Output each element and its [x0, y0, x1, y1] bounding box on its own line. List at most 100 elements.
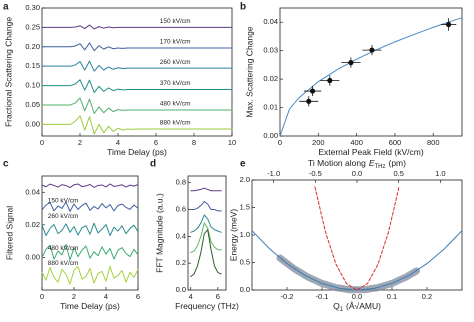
x-title-text: Frequency (THz): [175, 301, 239, 311]
y-tick-label: 0.04: [263, 17, 278, 26]
panel-label: c: [3, 159, 9, 170]
x-axis-title: External Peak Field (kV/cm): [318, 147, 424, 157]
x2-tick-label: 1.0: [435, 169, 445, 178]
series-label: 880 kV/cm: [160, 120, 191, 127]
series-line: [190, 187, 222, 192]
series-line: [41, 183, 139, 189]
x-tick-label: 0: [278, 138, 282, 147]
y-tick-label: 0.02: [25, 220, 40, 229]
x-tick-label: 10: [228, 138, 236, 147]
y-tick-label: 0.00: [263, 131, 278, 140]
series-line: [190, 200, 222, 212]
y-tick-label: 0.30: [25, 3, 40, 12]
y-tick-label: 0.0: [240, 285, 250, 294]
x-title-text: Time Delay (ps): [60, 301, 120, 311]
plot-frame: [279, 7, 463, 137]
x2-title-unit: (pm): [389, 158, 407, 168]
x-title-unit: (Å√AMU): [346, 301, 381, 311]
x-tick-label: 400: [350, 138, 363, 147]
y-tick-label: 0.10: [25, 81, 40, 90]
x2-tick-label: -0.5: [309, 169, 322, 178]
series-line: [41, 42, 233, 52]
y-tick-label: 0.20: [25, 42, 40, 51]
series-label: 880 kV/cm: [48, 260, 79, 267]
x-axis-title: Frequency (THz): [175, 301, 239, 311]
y-axis-title: Energy (meV): [228, 209, 238, 262]
y-tick-label: 0.8: [176, 178, 186, 187]
y-tick-label: 2.0: [240, 175, 250, 184]
x-tick-label: 600: [389, 138, 402, 147]
x2-title-sub: THz: [375, 164, 386, 170]
y-tick-label: 1.0: [240, 230, 250, 239]
series-line: [41, 60, 233, 72]
x-title-text: Q: [333, 301, 340, 311]
plot-frame: [41, 175, 139, 291]
series-line: [41, 97, 233, 114]
y-tick-label: 0.5: [240, 257, 250, 266]
series-line: [251, 230, 463, 291]
y-tick-label: 0.01: [263, 103, 278, 112]
panel-label: d: [150, 159, 156, 170]
point: [348, 60, 354, 66]
y-tick-label: 0.00: [25, 119, 40, 128]
x2-tick-label: 0.5: [393, 169, 403, 178]
x-tick-label: 4: [104, 292, 108, 301]
x2-title-text: Ti Motion along: [308, 158, 366, 168]
series-line: [41, 222, 139, 237]
x2-title-var: E: [369, 158, 375, 168]
x-tick-label: 6: [216, 292, 220, 301]
point: [309, 88, 316, 94]
y-tick-label: 0.00: [25, 252, 40, 261]
x-tick-label: 0.1: [387, 292, 397, 301]
x-tick-label: 0.0: [352, 292, 362, 301]
x-tick-label: 0.2: [422, 292, 432, 301]
y-tick-label: 1.5: [240, 202, 250, 211]
plot-frame: [251, 179, 463, 291]
x-tick-label: 4: [189, 292, 193, 301]
y-tick-label: 0.25: [25, 22, 40, 31]
panel-label: e: [240, 159, 246, 170]
series-line: [41, 266, 139, 285]
x-tick-label: 2: [78, 138, 82, 147]
y-tick-label: 0.02: [263, 74, 278, 83]
y-tick-label: 0.05: [25, 100, 40, 109]
x-title-sub: 1: [340, 307, 344, 313]
series-label: 370 kV/cm: [160, 80, 191, 87]
series-label: 150 kV/cm: [48, 198, 79, 205]
series-line: [41, 24, 233, 30]
y-axis-title: Max. Scattering Change: [244, 26, 254, 117]
point: [306, 98, 312, 104]
y-tick-label: 0.03: [263, 46, 278, 55]
plot-frame: [187, 175, 227, 291]
x-tick-label: 2: [72, 292, 76, 301]
series-label: 480 kV/cm: [48, 245, 79, 252]
x-tick-label: -0.2: [281, 292, 294, 301]
x-tick-label: 800: [427, 138, 440, 147]
series-label: 260 kV/cm: [48, 213, 79, 220]
y-axis-title: FFT Magnitude (a.u.): [154, 193, 164, 273]
series-line: [276, 254, 420, 294]
x-tick-label: 6: [136, 292, 140, 301]
x-tick-label: 200: [312, 138, 325, 147]
series-line: [190, 229, 222, 278]
x-axis-title: Q1 (Å√AMU): [333, 301, 381, 312]
x-axis-title: Time Delay (ps): [107, 147, 167, 157]
series-label: 260 kV/cm: [160, 59, 191, 66]
y-tick-label: 0.04: [25, 187, 40, 196]
x-tick-label: -0.1: [316, 292, 329, 301]
plot-frame: [41, 7, 233, 137]
series-line: [41, 79, 233, 94]
series-line: [314, 186, 400, 291]
series-label: 170 kV/cm: [160, 39, 191, 46]
series-line: [190, 214, 222, 233]
y-tick-label: 0.2: [176, 258, 186, 267]
x-axis-title: Time Delay (ps): [60, 301, 120, 311]
x-title-text: Time Delay (ps): [107, 147, 167, 157]
x-tick-label: 6: [154, 138, 158, 147]
x-title-text: External Peak Field (kV/cm): [318, 147, 424, 157]
panel-label: b: [240, 2, 246, 13]
series-line: [41, 201, 139, 212]
y-tick-label: 0.15: [25, 61, 40, 70]
